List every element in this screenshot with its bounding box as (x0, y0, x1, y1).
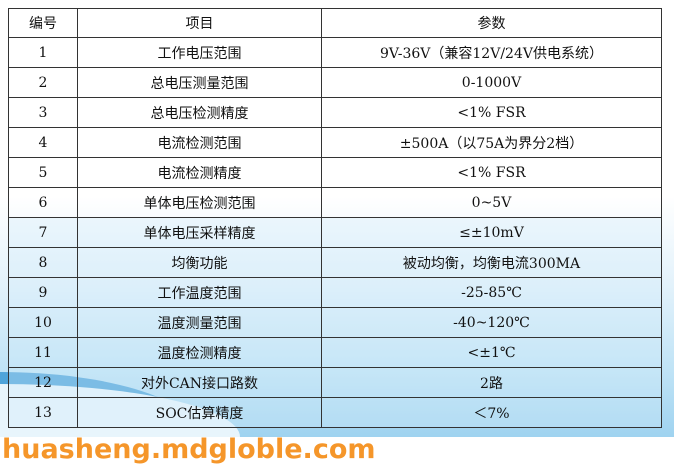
cell-parameter: ＜7% (321, 397, 662, 428)
cell-number: 6 (8, 187, 78, 218)
cell-item: 对外CAN接口路数 (77, 367, 322, 398)
cell-item: 电流检测精度 (77, 157, 322, 188)
cell-number: 13 (8, 397, 78, 428)
cell-number: 8 (8, 247, 78, 278)
cell-item: 单体电压采样精度 (77, 217, 322, 248)
header-number: 编号 (8, 8, 78, 38)
table-row: 10 温度测量范围 -40~120℃ (8, 307, 662, 338)
cell-number: 5 (8, 157, 78, 188)
cell-parameter: <1% FSR (321, 157, 662, 188)
cell-item: 电流检测范围 (77, 127, 322, 158)
cell-number: 9 (8, 277, 78, 308)
cell-item: 总电压检测精度 (77, 97, 322, 128)
header-parameter: 参数 (321, 8, 662, 38)
cell-item: 均衡功能 (77, 247, 322, 278)
cell-parameter: 被动均衡，均衡电流300MA (321, 247, 662, 278)
cell-item: 单体电压检测范围 (77, 187, 322, 218)
table-row: 7 单体电压采样精度 ≤±10mV (8, 217, 662, 248)
spec-table: 编号 项目 参数 1 工作电压范围 9V-36V（兼容12V/24V供电系统） 2 总电… (8, 8, 662, 428)
cell-parameter: <±1℃ (321, 337, 662, 368)
cell-parameter: -25-85℃ (321, 277, 662, 308)
table-row: 1 工作电压范围 9V-36V（兼容12V/24V供电系统） (8, 37, 662, 68)
table-row: 3 总电压检测精度 <1% FSR (8, 97, 662, 128)
header-item: 项目 (77, 8, 322, 38)
cell-parameter: ±500A（以75A为界分2档） (321, 127, 662, 158)
cell-item: 温度测量范围 (77, 307, 322, 338)
cell-number: 2 (8, 67, 78, 98)
cell-item: 工作电压范围 (77, 37, 322, 68)
table-row: 5 电流检测精度 <1% FSR (8, 157, 662, 188)
table-row: 9 工作温度范围 -25-85℃ (8, 277, 662, 308)
cell-number: 4 (8, 127, 78, 158)
table-row: 13 SOC估算精度 ＜7% (8, 397, 662, 428)
cell-number: 12 (8, 367, 78, 398)
cell-parameter: 2路 (321, 367, 662, 398)
table-row: 6 单体电压检测范围 0~5V (8, 187, 662, 218)
cell-item: 工作温度范围 (77, 277, 322, 308)
cell-parameter: -40~120℃ (321, 307, 662, 338)
cell-number: 10 (8, 307, 78, 338)
table-row: 12 对外CAN接口路数 2路 (8, 367, 662, 398)
cell-item: 总电压测量范围 (77, 67, 322, 98)
cell-number: 1 (8, 37, 78, 68)
cell-parameter: 0~5V (321, 187, 662, 218)
cell-parameter: 0-1000V (321, 67, 662, 98)
table-row: 4 电流检测范围 ±500A（以75A为界分2档） (8, 127, 662, 158)
cell-parameter: ≤±10mV (321, 217, 662, 248)
cell-number: 7 (8, 217, 78, 248)
table-header-row: 编号 项目 参数 (8, 8, 662, 38)
cell-item: 温度检测精度 (77, 337, 322, 368)
table-row: 2 总电压测量范围 0-1000V (8, 67, 662, 98)
table-row: 8 均衡功能 被动均衡，均衡电流300MA (8, 247, 662, 278)
cell-parameter: <1% FSR (321, 97, 662, 128)
cell-parameter: 9V-36V（兼容12V/24V供电系统） (321, 37, 662, 68)
cell-number: 3 (8, 97, 78, 128)
watermark: huasheng.mdgloble.com (2, 434, 376, 465)
table-row: 11 温度检测精度 <±1℃ (8, 337, 662, 368)
cell-number: 11 (8, 337, 78, 368)
cell-item: SOC估算精度 (77, 397, 322, 428)
